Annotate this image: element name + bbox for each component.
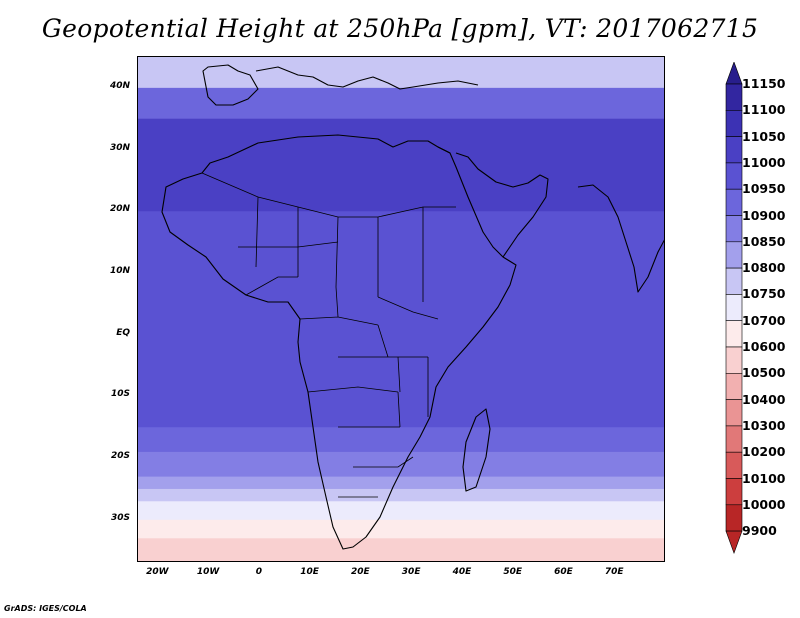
- field-band-3: [138, 211, 664, 274]
- colorbar-label: 11100: [742, 102, 786, 118]
- lat-tick-label: 10S: [110, 389, 130, 400]
- map-title: Geopotential Height at 250hPa [gpm], VT:…: [41, 14, 759, 43]
- colorbar-segment: [725, 294, 743, 321]
- field-band-4: [138, 272, 664, 428]
- colorbar-segment: [725, 83, 743, 111]
- coastlines: [161, 64, 664, 550]
- colorbar-segment: [725, 215, 743, 243]
- colorbar-segment: [725, 188, 743, 216]
- lon-tick-label: 10E: [300, 567, 319, 577]
- geopotential-field: [138, 57, 664, 561]
- grads-credit: GrADS: IGES/COLA: [4, 604, 87, 613]
- lon-tick-label: 20E: [351, 567, 370, 577]
- lon-tick-label: 70E: [604, 567, 624, 577]
- colorbar-label: 10900: [742, 207, 786, 223]
- africa-coastline: [161, 134, 517, 550]
- lon-tick-label: 30E: [401, 567, 421, 577]
- colorbar-label: 9900: [742, 523, 777, 539]
- field-band-6: [138, 451, 664, 478]
- colorbar-segment: [725, 241, 743, 269]
- colorbar-top-arrow: [725, 62, 743, 85]
- lon-tick-label: 20W: [146, 567, 169, 577]
- lat-tick-label: 10N: [109, 265, 130, 276]
- colorbar-segment: [725, 425, 743, 453]
- colorbar-label: 10850: [742, 233, 786, 249]
- lat-tick-label: 30S: [110, 512, 130, 523]
- colorbar-label: 11000: [742, 154, 786, 170]
- colorbar-label: 10750: [742, 286, 786, 302]
- map-plot-area: [137, 56, 665, 562]
- india-coastline: [577, 184, 664, 293]
- colorbar-label: 10700: [742, 312, 786, 328]
- country-borders: [201, 172, 456, 498]
- lat-tick-label: 20N: [109, 204, 130, 215]
- colorbar-label: 10800: [742, 260, 786, 276]
- lat-tick-label: EQ: [116, 327, 130, 338]
- colorbar: [725, 62, 743, 554]
- field-band-11: [138, 538, 664, 561]
- country-border-lines: [201, 172, 456, 498]
- field-band-1: [138, 87, 664, 120]
- field-band-7: [138, 476, 664, 490]
- lat-tick-label: 40N: [109, 80, 130, 91]
- colorbar-label: 10400: [742, 391, 786, 407]
- colorbar-segment: [725, 136, 743, 164]
- lon-tick-label: 40E: [452, 567, 472, 577]
- colorbar-label: 11050: [742, 128, 786, 144]
- field-band-0: [138, 57, 664, 89]
- field-band-10: [138, 519, 664, 539]
- arabia-coastline: [437, 146, 549, 258]
- colorbar-label: 10300: [742, 417, 786, 433]
- colorbar-segment: [725, 399, 743, 427]
- colorbar-segment: [725, 451, 743, 479]
- colorbar-segment: [725, 478, 743, 506]
- colorbar-label: 10100: [742, 470, 786, 486]
- europe-coastline: [202, 64, 479, 106]
- colorbar-segment: [725, 372, 743, 400]
- colorbar-segment: [725, 162, 743, 190]
- colorbar-segment: [725, 504, 743, 532]
- lon-tick-label: 0: [255, 567, 262, 577]
- colorbar-segment: [725, 109, 743, 137]
- colorbar-segment: [725, 320, 743, 348]
- colorbar-segment: [725, 346, 743, 374]
- colorbar-bottom-arrow: [725, 530, 743, 554]
- colorbar-label: 10200: [742, 444, 786, 460]
- lon-tick-label: 50E: [503, 567, 523, 577]
- colorbar-label: 10000: [742, 496, 786, 512]
- colorbar-label: 10500: [742, 365, 786, 381]
- lat-tick-label: 30N: [109, 142, 130, 153]
- lat-tick-label: 20S: [110, 451, 130, 462]
- lon-tick-label: 10W: [196, 567, 220, 577]
- field-band-8: [138, 488, 664, 502]
- field-band-5: [138, 427, 664, 453]
- colorbar-label: 10950: [742, 181, 786, 197]
- lon-tick-label: 60E: [554, 567, 573, 577]
- field-band-9: [138, 501, 664, 521]
- field-band-2: [138, 118, 664, 212]
- colorbar-label: 10600: [742, 339, 786, 354]
- colorbar-label: 11150: [742, 76, 786, 91]
- colorbar-segment: [725, 267, 743, 295]
- map-canvas: [138, 57, 664, 561]
- madagascar-coastline: [462, 408, 491, 492]
